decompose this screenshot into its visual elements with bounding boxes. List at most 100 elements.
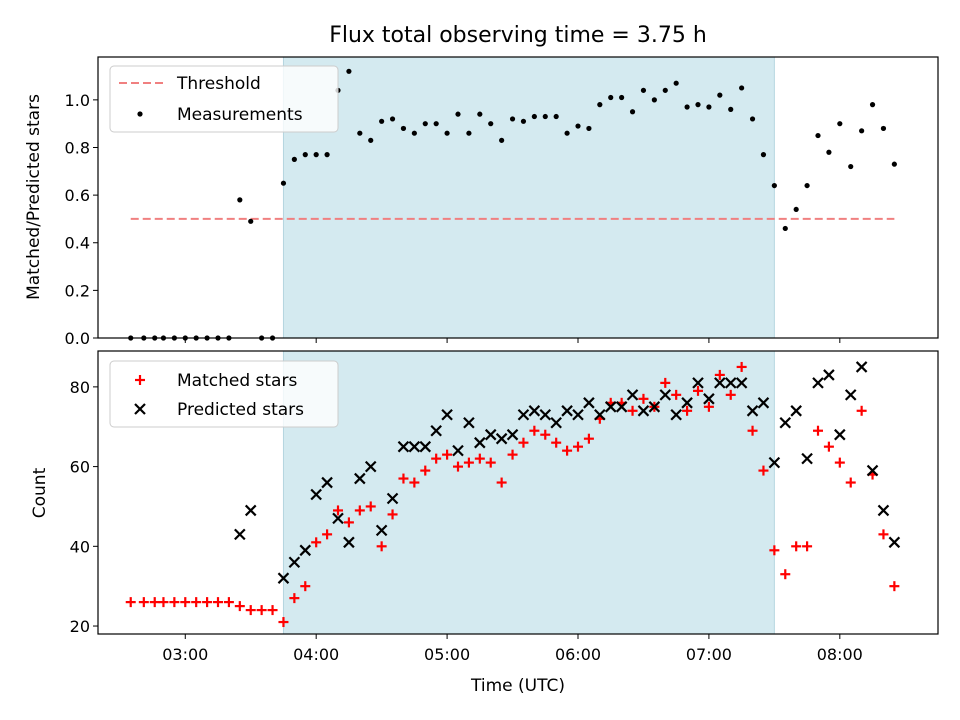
legend-plus-mark	[135, 375, 145, 385]
measurement-point	[760, 152, 767, 158]
measurement-point	[706, 104, 712, 110]
top-axes-frame	[97, 56, 939, 339]
measurement-point	[520, 118, 527, 124]
predicted-star-point	[452, 444, 464, 457]
measurement-point	[880, 125, 887, 132]
measurement-point	[717, 92, 723, 98]
measurement-point	[291, 156, 297, 162]
predicted-star-point	[583, 397, 595, 409]
predicted-star-point	[768, 456, 781, 469]
predicted-star-point	[888, 536, 901, 549]
matched-star-point	[202, 597, 213, 608]
matched-star-point	[562, 445, 573, 456]
matched-star-point	[496, 477, 507, 488]
predicted-star-point	[681, 397, 693, 409]
measurement-point	[891, 161, 897, 167]
predicted-star-point	[332, 512, 344, 525]
matched-star-point	[780, 569, 791, 580]
predicted-star-point	[670, 408, 682, 421]
predicted-star-point	[419, 440, 432, 453]
predicted-star-point	[386, 492, 399, 505]
x-tick-label: 04:00	[293, 645, 339, 664]
measurement-point	[488, 121, 494, 127]
matched-star-point	[387, 509, 398, 520]
predicted-star-point	[484, 428, 497, 441]
matched-star-point	[703, 401, 714, 412]
predicted-star-point	[506, 428, 519, 441]
matched-star-point	[682, 405, 693, 416]
predicted-star-point	[823, 369, 835, 381]
matched-star-point	[540, 429, 551, 440]
matched-star-point	[463, 457, 474, 468]
y-tick-label: 1.0	[65, 91, 90, 110]
matched-star-point	[409, 477, 420, 488]
measurement-point	[586, 125, 592, 132]
matched-star-point	[453, 461, 463, 472]
legend-x-mark	[134, 403, 146, 415]
bottom-observing-window	[282, 350, 775, 635]
predicted-star-point	[790, 405, 802, 417]
predicted-star-point	[375, 524, 388, 537]
measurement-point	[248, 218, 254, 224]
matched-star-point	[149, 597, 160, 608]
y-tick-label: 80	[70, 378, 90, 397]
legend-predicted-label: Predicted stars	[177, 400, 304, 420]
measurement-point	[379, 118, 385, 124]
predicted-star-point	[561, 405, 573, 417]
measurement-point	[869, 102, 876, 108]
measurement-point	[455, 111, 461, 117]
predicted-star-point	[801, 452, 813, 465]
matched-star-point	[693, 385, 703, 396]
predicted-star-point	[866, 464, 879, 477]
matched-star-point	[267, 605, 278, 616]
measurement-point	[542, 113, 548, 120]
measurement-point	[619, 94, 625, 101]
predicted-star-point	[735, 377, 748, 389]
measurement-point	[575, 123, 581, 129]
y-tick-label: 0.4	[65, 234, 90, 253]
predicted-star-point	[626, 389, 639, 401]
top-observing-window	[282, 56, 775, 339]
matched-star-point	[507, 449, 518, 460]
measurement-point	[651, 97, 657, 103]
matched-star-point	[289, 593, 300, 604]
matched-star-point	[245, 605, 256, 616]
matched-star-point	[583, 433, 594, 444]
predicted-star-point	[757, 397, 770, 409]
measurement-point	[302, 152, 308, 158]
matched-star-point	[354, 505, 365, 516]
measurement-point	[695, 102, 701, 108]
predicted-star-point	[594, 408, 606, 421]
measurement-point	[749, 116, 756, 122]
predicted-star-point	[692, 377, 704, 389]
predicted-star-point	[812, 377, 824, 389]
predicted-star-point	[408, 440, 421, 453]
predicted-star-point	[877, 504, 890, 517]
measurement-point	[608, 94, 614, 101]
matched-star-point	[638, 393, 649, 404]
predicted-star-point	[474, 436, 486, 449]
measurement-point	[673, 80, 679, 86]
matched-star-point	[802, 541, 813, 552]
predicted-star-point	[844, 389, 857, 401]
matched-star-point	[278, 617, 289, 628]
matched-star-point	[878, 529, 889, 540]
matched-star-point	[736, 361, 747, 372]
predicted-star-point	[615, 401, 628, 413]
y-tick-label: 60	[70, 458, 90, 477]
matched-star-point	[180, 597, 191, 608]
matched-star-point	[311, 537, 322, 548]
matched-star-point	[747, 425, 758, 436]
matched-star-point	[769, 545, 780, 556]
matched-star-point	[442, 449, 453, 460]
bottom-axes-frame	[97, 350, 939, 635]
measurement-point	[477, 111, 483, 117]
x-tick-label: 03:00	[162, 645, 208, 664]
legend-measurements-label: Measurements	[177, 105, 303, 125]
measurement-point	[509, 116, 516, 122]
predicted-star-point	[572, 408, 584, 421]
top-panel: 0.0 0.2 0.4 0.6 0.8 1.0 Matched/Predicted sta…	[24, 56, 939, 348]
measurement-point	[400, 125, 407, 132]
measurement-point	[804, 182, 810, 189]
